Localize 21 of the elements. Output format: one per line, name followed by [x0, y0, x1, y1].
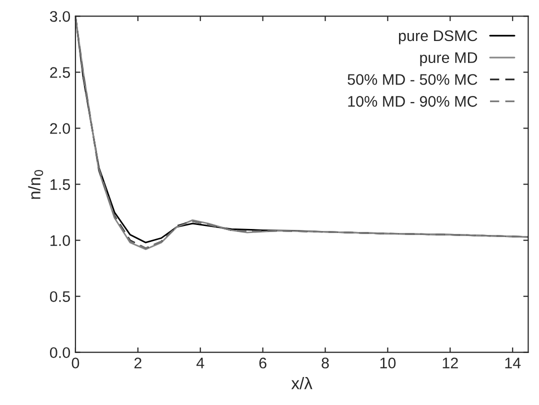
y-tick-label: 0.0	[50, 347, 70, 358]
x-tick-label: 4	[196, 358, 204, 368]
y-tick-label: 1.5	[50, 179, 70, 190]
x-tick-label: 8	[322, 358, 329, 368]
legend-label: 10% MD - 90% MC	[348, 96, 478, 107]
y-tick-label: 0.5	[50, 291, 70, 302]
y-axis-title: n/n$_{0}$	[28, 170, 44, 199]
x-tick-label: 6	[259, 358, 266, 368]
x-tick-label: 14	[505, 358, 521, 368]
y-tick-label: 1.0	[50, 235, 70, 246]
legend-label: pure DSMC	[398, 30, 478, 44]
x-axis-title: x/λ	[291, 377, 312, 390]
y-tick-label: 2.0	[50, 123, 70, 134]
x-tick-label: 2	[134, 358, 142, 368]
x-tick-label: 10	[380, 358, 396, 368]
legend-label: pure MD	[420, 52, 478, 66]
y-tick-label: 3.0	[50, 11, 70, 22]
x-tick-label: 0	[72, 358, 80, 368]
y-tick-label: 2.5	[50, 67, 70, 78]
x-tick-label: 12	[442, 358, 458, 368]
legend-label: 50% MD - 50% MC	[348, 74, 478, 85]
